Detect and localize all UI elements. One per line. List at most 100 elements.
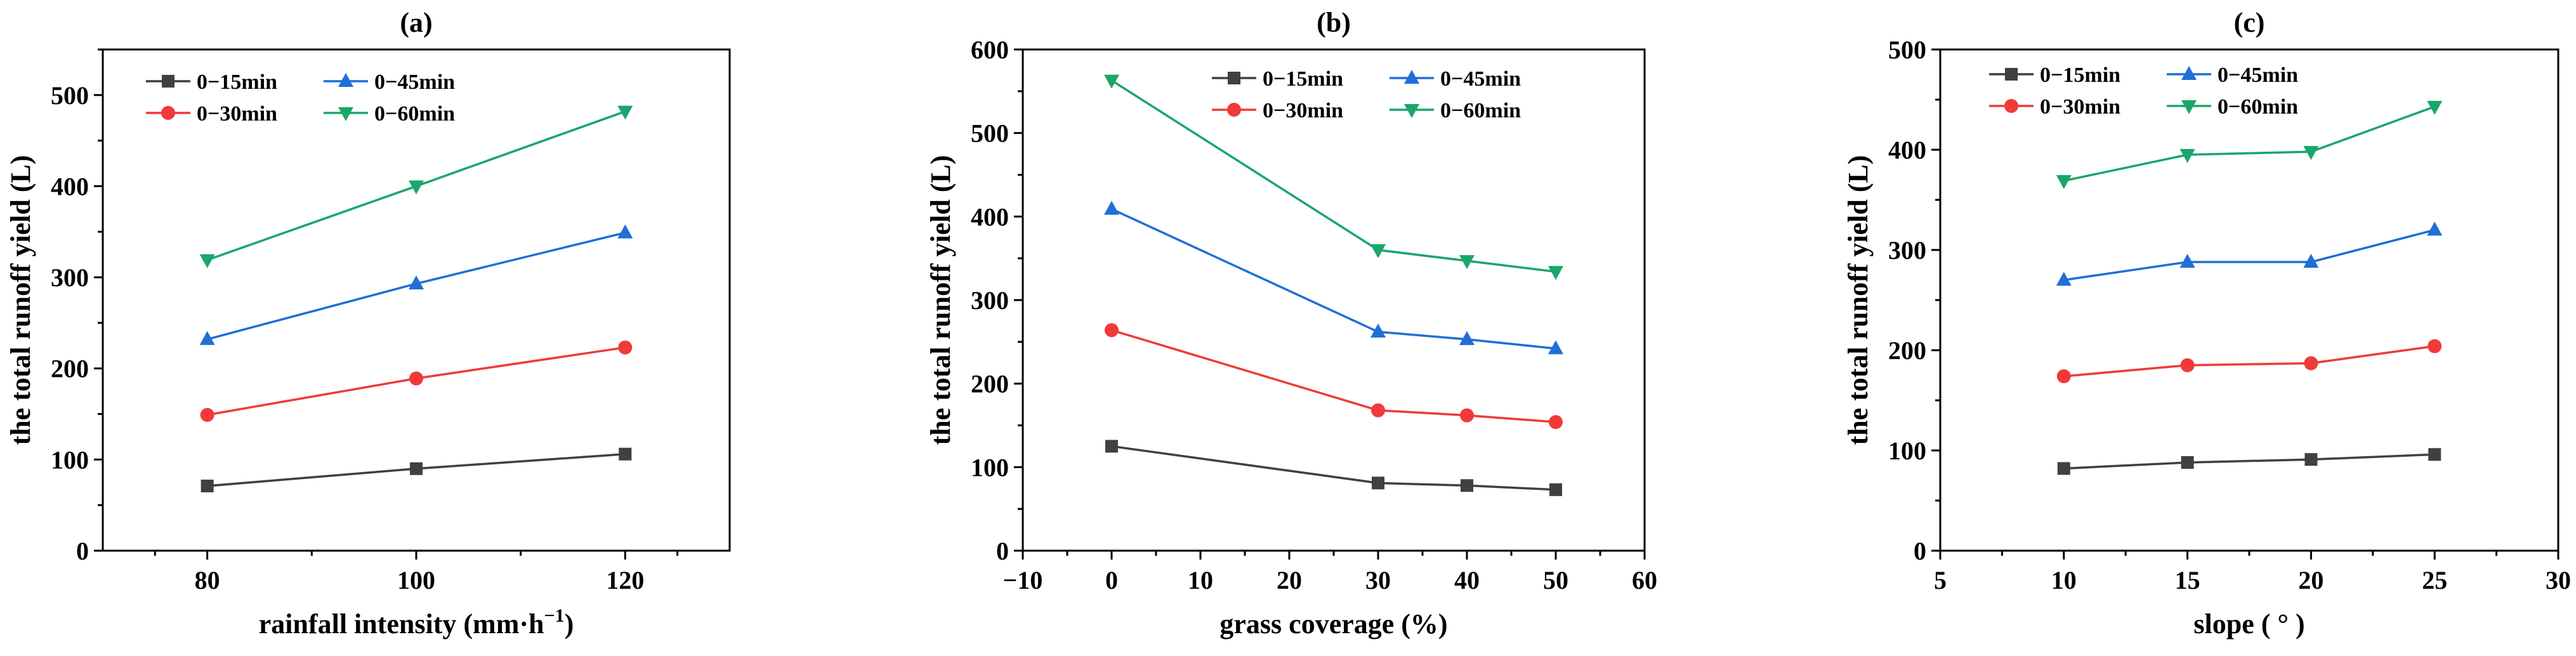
- legend-label: 0−45min: [2218, 63, 2298, 87]
- data-point: [1549, 483, 1562, 496]
- y-tick-label: 100: [1888, 436, 1926, 465]
- x-tick-label: 100: [397, 566, 435, 594]
- x-tick-label: 60: [1632, 566, 1657, 594]
- legend-marker: [2181, 66, 2197, 80]
- y-tick-label: 500: [51, 81, 89, 110]
- x-tick-label: 15: [2175, 566, 2200, 594]
- data-point: [617, 225, 633, 239]
- legend-marker: [162, 75, 174, 88]
- y-tick-label: 0: [76, 537, 89, 565]
- series-line: [2064, 454, 2435, 468]
- y-tick-label: 0: [996, 537, 1009, 565]
- series-line: [2064, 346, 2435, 376]
- data-point: [1105, 323, 1119, 337]
- legend-marker: [2004, 99, 2018, 113]
- legend-label: 0−45min: [374, 70, 455, 94]
- legend-label: 0−15min: [197, 70, 277, 94]
- series-line: [1112, 330, 1556, 422]
- legend-marker: [1404, 70, 1419, 84]
- y-tick-label: 400: [1888, 136, 1926, 164]
- data-point: [1104, 75, 1119, 89]
- legend-label: 0−30min: [197, 102, 277, 126]
- data-point: [2180, 254, 2195, 268]
- data-point: [2304, 357, 2318, 371]
- x-tick-label: 30: [1365, 566, 1391, 594]
- legend-marker: [161, 106, 175, 120]
- legend-label: 0−30min: [2040, 95, 2120, 119]
- y-axis-label: the total runoff yield (L): [925, 155, 956, 445]
- data-point: [2428, 448, 2441, 461]
- data-point: [1105, 440, 1118, 452]
- legend-marker: [1227, 103, 1241, 117]
- chart-panel-a: (a)010020030040050080100120rainfall inte…: [5, 7, 730, 640]
- x-tick-label: 30: [2546, 566, 2571, 594]
- data-point: [1372, 476, 1384, 489]
- y-tick-label: 400: [51, 172, 89, 200]
- series-line: [1112, 209, 1556, 348]
- chart-title: (b): [1317, 7, 1351, 38]
- chart-title: (a): [400, 7, 432, 38]
- data-point: [2304, 453, 2317, 466]
- y-axis-label: the total runoff yield (L): [5, 155, 36, 445]
- data-point: [2181, 456, 2194, 469]
- legend-marker: [1404, 104, 1419, 118]
- data-point: [619, 448, 631, 461]
- y-tick-label: 100: [971, 453, 1009, 482]
- y-tick-label: 300: [1888, 236, 1926, 265]
- data-point: [1549, 415, 1563, 429]
- y-tick-label: 400: [971, 202, 1009, 231]
- data-point: [201, 480, 214, 492]
- y-tick-label: 600: [971, 36, 1009, 64]
- x-axis-label: rainfall intensity (mm·h−1): [259, 605, 574, 640]
- data-point: [2181, 358, 2195, 372]
- chart-panel-c: (c)010020030040050051015202530slope ( ° …: [1843, 7, 2571, 640]
- data-point: [1461, 479, 1473, 492]
- y-tick-label: 200: [1888, 336, 1926, 365]
- y-tick-label: 200: [971, 370, 1009, 398]
- y-tick-label: 200: [51, 355, 89, 383]
- data-point: [200, 408, 214, 422]
- data-point: [1460, 409, 1474, 423]
- series-line: [2064, 230, 2435, 280]
- x-tick-label: 10: [1188, 566, 1213, 594]
- series-line: [1112, 446, 1556, 489]
- x-tick-label: 0: [1105, 566, 1118, 594]
- y-tick-label: 300: [51, 263, 89, 292]
- data-point: [2058, 462, 2070, 475]
- x-axis-label: slope ( ° ): [2193, 608, 2304, 640]
- legend-marker: [2005, 68, 2018, 81]
- y-tick-label: 300: [971, 286, 1009, 315]
- x-tick-label: −10: [1003, 566, 1043, 594]
- x-axis-label: grass coverage (%): [1219, 608, 1447, 640]
- legend-marker: [2181, 100, 2197, 114]
- y-tick-label: 500: [971, 119, 1009, 148]
- chart-title: (c): [2234, 7, 2265, 38]
- x-tick-label: 10: [2051, 566, 2077, 594]
- y-axis-label: the total runoff yield (L): [1843, 155, 1874, 445]
- y-tick-label: 500: [1888, 36, 1926, 64]
- plot-frame: [1940, 49, 2558, 551]
- y-tick-label: 0: [1914, 537, 1926, 565]
- data-point: [618, 341, 632, 355]
- x-tick-label: 80: [195, 566, 220, 594]
- legend-label: 0−45min: [1440, 67, 1521, 91]
- legend-label: 0−60min: [374, 102, 455, 126]
- data-point: [2303, 146, 2318, 160]
- x-tick-label: 5: [1934, 566, 1947, 594]
- data-point: [410, 462, 423, 475]
- data-point: [1371, 403, 1385, 417]
- x-tick-label: 120: [606, 566, 644, 594]
- legend-marker: [1228, 72, 1240, 84]
- data-point: [2056, 175, 2072, 189]
- data-point: [2428, 339, 2441, 353]
- data-point: [409, 372, 423, 386]
- x-tick-label: 20: [1277, 566, 1302, 594]
- x-tick-label: 40: [1454, 566, 1480, 594]
- data-point: [2427, 221, 2442, 235]
- data-point: [2057, 369, 2071, 383]
- x-tick-label: 25: [2422, 566, 2447, 594]
- legend-label: 0−15min: [1263, 67, 1343, 91]
- chart-panel-b: (b)0100200300400500600−100102030405060gr…: [925, 7, 1657, 640]
- data-point: [1548, 266, 1563, 280]
